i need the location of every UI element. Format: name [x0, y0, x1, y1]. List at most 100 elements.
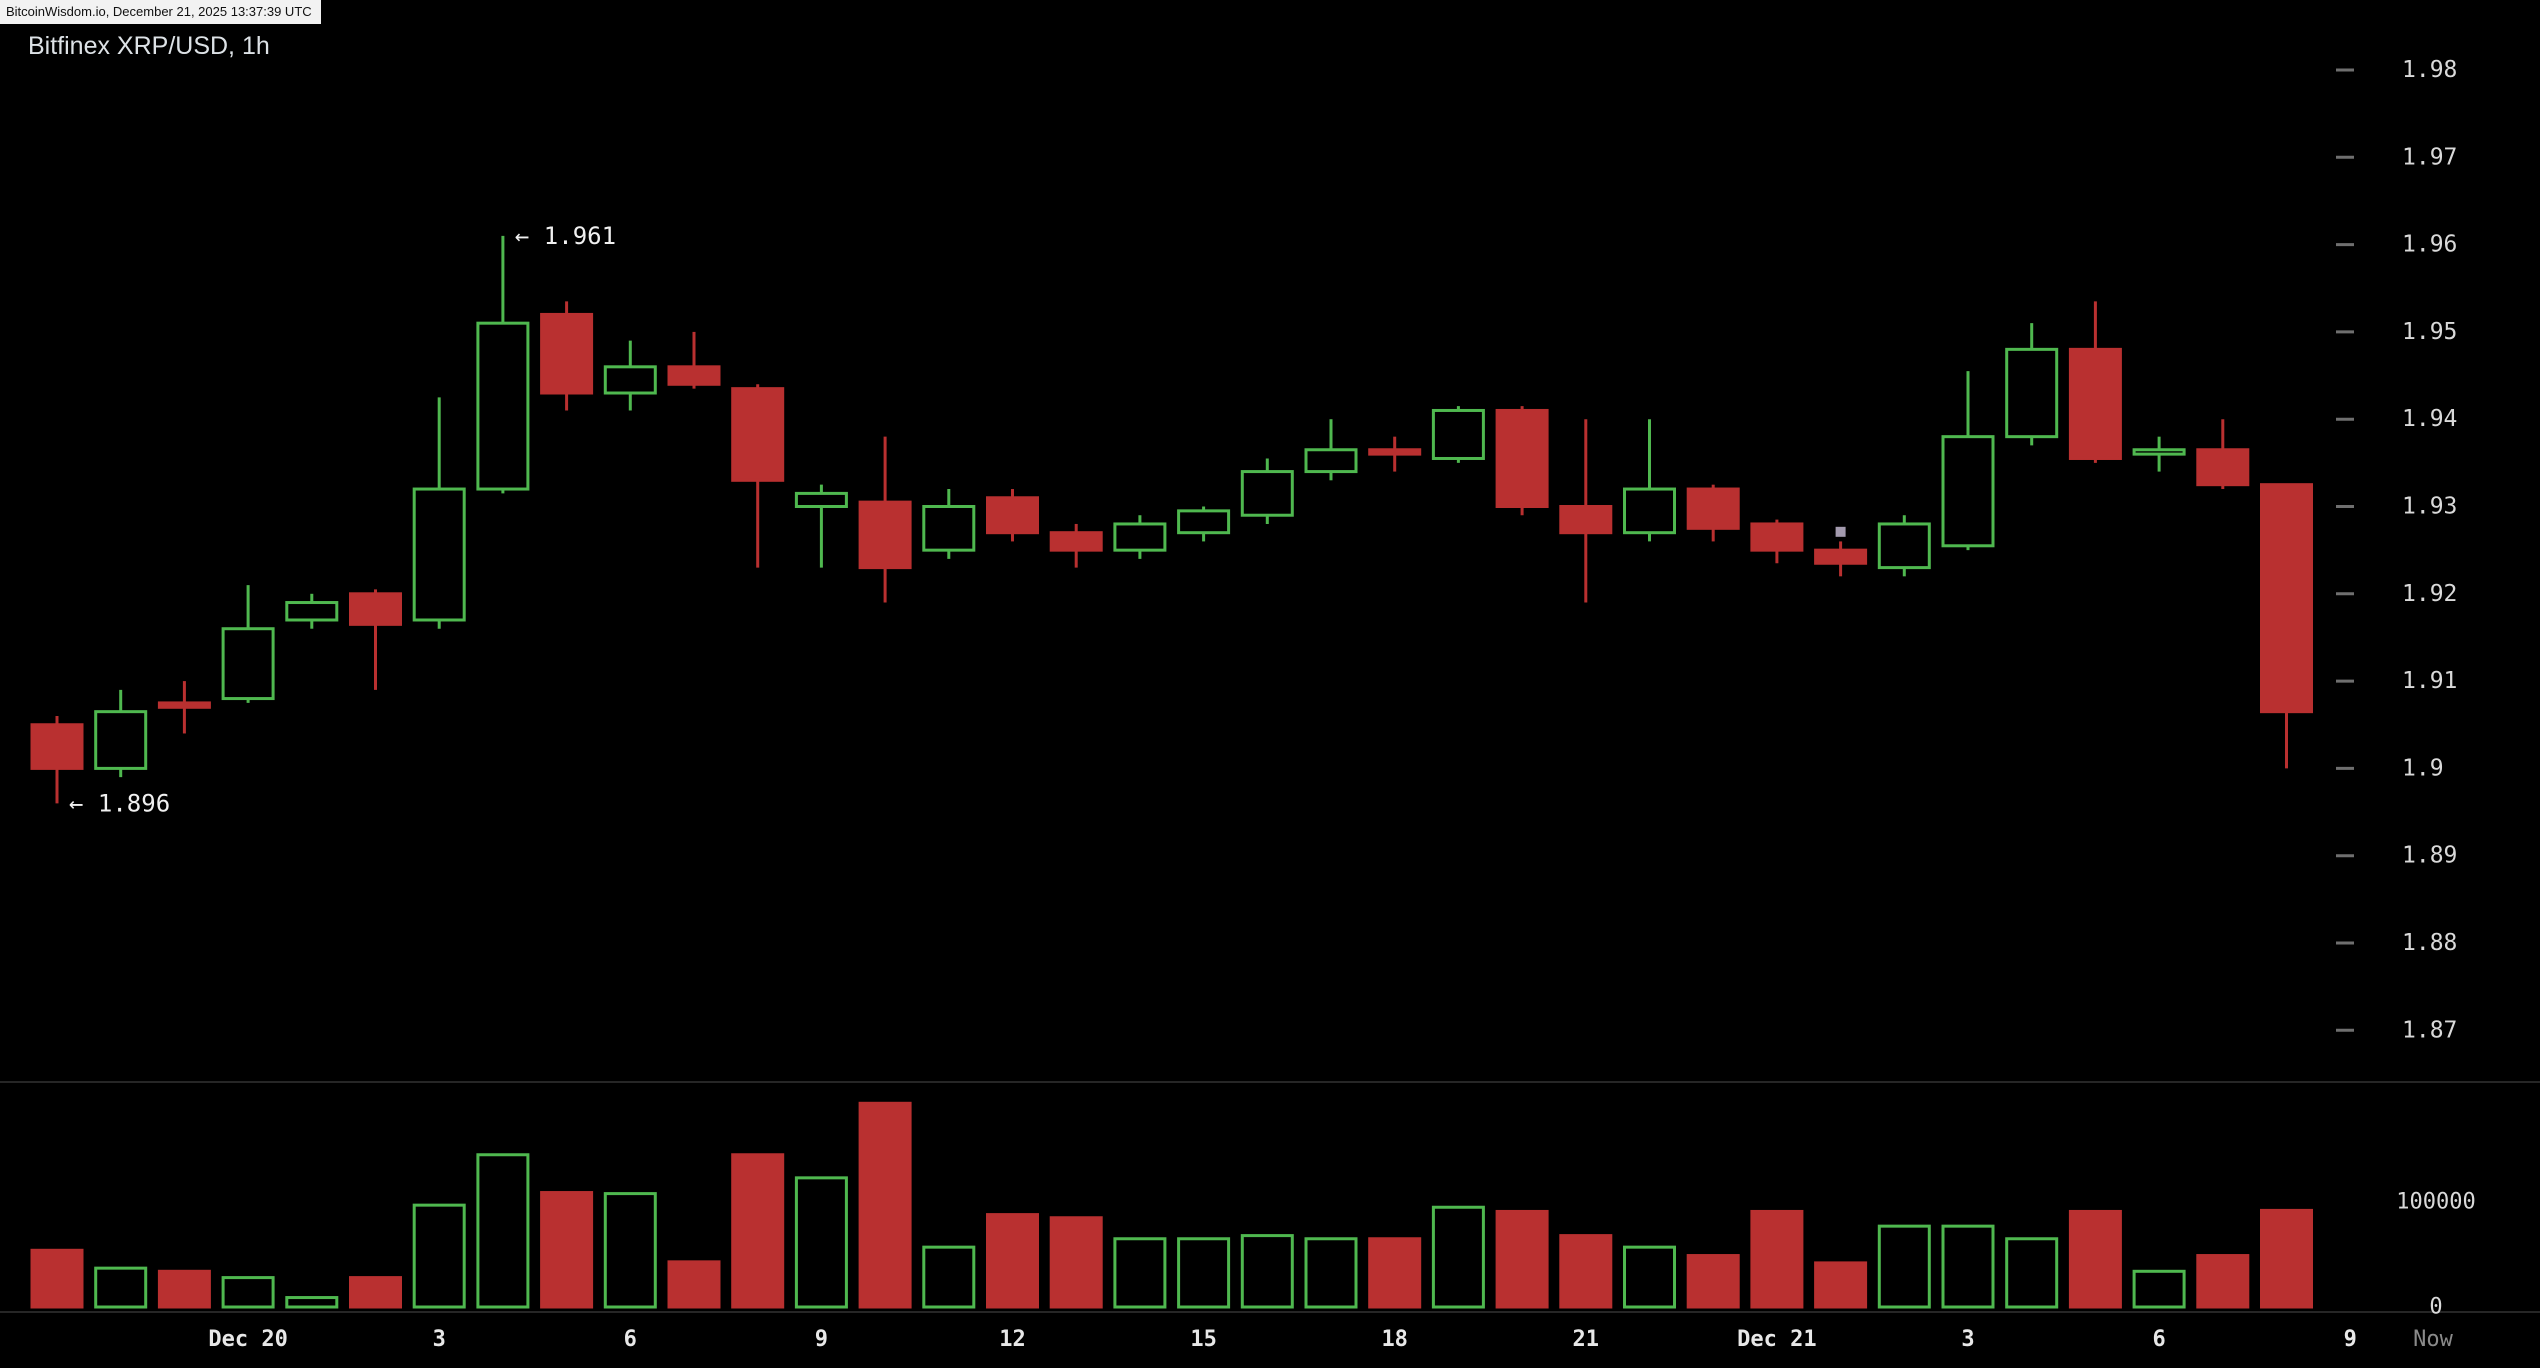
volume-bar — [540, 1191, 594, 1309]
price-annotation: ← 1.961 — [515, 222, 616, 250]
candle-body — [476, 321, 530, 491]
volume-bar — [1623, 1245, 1676, 1309]
volume-bar — [2132, 1269, 2186, 1309]
volume-bar — [731, 1153, 785, 1309]
volume-bar — [476, 1153, 530, 1309]
candle-body — [1941, 435, 1995, 548]
time-tick-label: 3 — [433, 1327, 446, 1352]
volume-bar — [94, 1266, 148, 1309]
time-tick-label: 12 — [999, 1327, 1026, 1352]
volume-bar — [1686, 1254, 1740, 1309]
volume-bar — [1240, 1234, 1294, 1309]
candle-body — [2068, 347, 2122, 460]
candle-body — [285, 601, 339, 622]
candle-body — [2260, 483, 2313, 714]
volume-bar — [667, 1260, 721, 1309]
candle-body — [1750, 522, 1804, 552]
candle-body — [349, 592, 402, 626]
candle-body — [1431, 408, 1485, 460]
candle-body — [1814, 548, 1868, 565]
price-tick-label: 1.93 — [2402, 494, 2457, 520]
candle-body — [731, 387, 785, 482]
price-tick-label: 1.88 — [2402, 930, 2457, 956]
volume-bar — [1177, 1237, 1231, 1309]
candle-body — [1623, 487, 1676, 535]
candle-body — [1113, 522, 1167, 552]
time-tick-label: 3 — [1961, 1327, 1974, 1352]
candle-body — [922, 505, 976, 552]
volume-bar — [2196, 1254, 2250, 1309]
volume-bar — [1368, 1237, 1422, 1309]
volume-bar — [1431, 1205, 1485, 1309]
price-tick-label: 1.89 — [2402, 843, 2457, 869]
price-tick-label: 1.94 — [2402, 406, 2457, 432]
candle-body — [412, 487, 466, 622]
time-tick-label: Dec 21 — [1737, 1327, 1816, 1352]
volume-bar — [1049, 1216, 1103, 1309]
volume-bar — [1495, 1209, 1549, 1309]
annotations-layer: ← 1.961 ← 1.896 — [69, 222, 616, 817]
volume-bar — [1113, 1237, 1167, 1309]
price-tick-label: 1.87 — [2402, 1017, 2457, 1043]
time-tick-label: 21 — [1573, 1327, 1600, 1352]
volume-bar — [1814, 1261, 1868, 1309]
candle-body — [221, 627, 275, 701]
panel-separators — [0, 1081, 2540, 1313]
price-tick-label: 1.92 — [2402, 581, 2457, 607]
volume-bar — [986, 1213, 1039, 1309]
candle-body — [1495, 408, 1549, 508]
candle-body — [986, 496, 1039, 535]
volume-bar — [1559, 1234, 1613, 1309]
price-annotation: ← 1.896 — [69, 789, 170, 817]
trade-marker — [1835, 526, 1846, 537]
volume-bar — [794, 1176, 848, 1309]
price-tick-label: 1.9 — [2402, 755, 2444, 781]
candle-body — [540, 312, 594, 395]
volume-tick-label: 100000 — [2396, 1190, 2475, 1215]
volume-bar — [1304, 1237, 1358, 1309]
price-tick-label: 1.96 — [2402, 232, 2457, 258]
volume-axis: 100000 0 — [2396, 1190, 2475, 1320]
time-tick-label: 6 — [624, 1327, 637, 1352]
price-tick-label: 1.98 — [2402, 57, 2457, 83]
candle-body — [157, 701, 211, 709]
volume-bar — [2068, 1209, 2122, 1309]
volume-bar — [1941, 1224, 1995, 1309]
candle-body — [30, 723, 84, 770]
candle-body — [1559, 505, 1613, 535]
volume-bar — [412, 1203, 466, 1309]
time-tick-label: 9 — [2344, 1327, 2357, 1352]
candle-body — [2132, 448, 2186, 456]
volume-tick-label: 0 — [2429, 1295, 2442, 1320]
candle-body — [603, 365, 657, 395]
candle-body — [1177, 509, 1231, 535]
volume-bar — [2005, 1237, 2059, 1309]
volume-bar — [30, 1248, 84, 1309]
volume-bar — [285, 1296, 339, 1309]
time-axis: Dec 20 3 6 9 12 15 18 21 Dec 21 3 6 9 Now — [208, 1327, 2453, 1352]
time-tick-label: 9 — [815, 1327, 828, 1352]
volume-bar — [1750, 1209, 1804, 1309]
volume-bar — [2260, 1208, 2313, 1309]
candle-body — [94, 710, 148, 770]
candle-body — [1240, 470, 1294, 517]
candle-body — [2005, 347, 2059, 439]
volume-bar — [603, 1192, 657, 1309]
price-tick-label: 1.97 — [2402, 144, 2457, 170]
time-tick-label: 18 — [1381, 1327, 1408, 1352]
volume-bar — [858, 1101, 912, 1309]
candle-body — [1049, 531, 1103, 552]
volume-bar — [221, 1276, 275, 1309]
candle-body — [1686, 487, 1740, 530]
watermark-banner: BitcoinWisdom.io, December 21, 2025 13:3… — [0, 0, 321, 24]
candle-body — [1877, 522, 1931, 570]
price-tick-label: 1.91 — [2402, 668, 2457, 694]
volume-bar — [922, 1245, 976, 1309]
candle-body — [1368, 448, 1422, 456]
volume-layer — [30, 1101, 2313, 1309]
candle-body — [2196, 448, 2250, 487]
candle-body — [858, 500, 912, 570]
candle-body — [667, 365, 721, 386]
